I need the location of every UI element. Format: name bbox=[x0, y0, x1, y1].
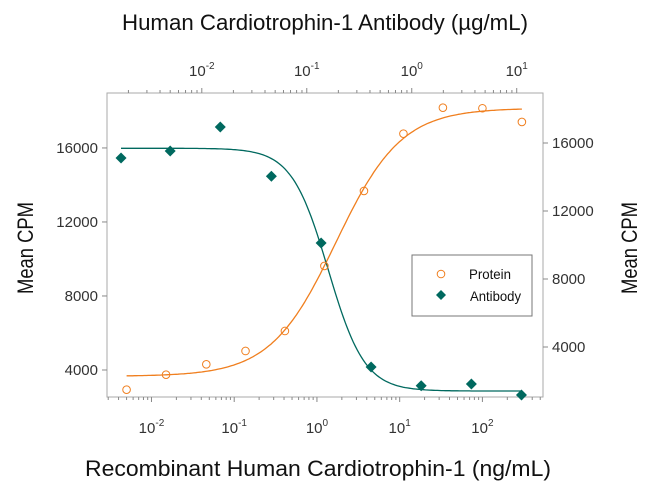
x-top-tick-label: 100 bbox=[401, 61, 424, 80]
legend-label-protein: Protein bbox=[469, 266, 511, 282]
x-bottom-tick-label: 10-2 bbox=[139, 418, 165, 437]
protein-data-point bbox=[478, 103, 487, 113]
antibody-data-point bbox=[214, 121, 226, 133]
y-left-tick-label: 16000 bbox=[56, 140, 98, 157]
protein-data-point bbox=[122, 385, 131, 394]
y-right-tick-label: 8000 bbox=[552, 271, 585, 288]
antibody-data-point bbox=[415, 380, 427, 392]
y-axis-right-title: Mean CPM bbox=[617, 202, 642, 294]
x-top-tick-label: 10-2 bbox=[189, 61, 215, 80]
x-top-tick-label: 10-1 bbox=[294, 61, 320, 80]
y-right-tick-label: 12000 bbox=[552, 203, 594, 220]
protein-data-point bbox=[438, 103, 448, 112]
y-left-tick-label: 12000 bbox=[56, 214, 98, 231]
legend-marker-antibody bbox=[436, 290, 446, 300]
y-left-tick-label: 4000 bbox=[65, 362, 98, 379]
y-left-tick-label: 8000 bbox=[65, 288, 98, 305]
x-bottom-tick-label: 102 bbox=[471, 418, 494, 437]
antibody-data-point bbox=[164, 145, 176, 157]
x-axis-title: Recombinant Human Cardiotrophin-1 (ng/mL… bbox=[85, 456, 551, 481]
antibody-data-point bbox=[115, 152, 127, 164]
protein-fit-curve bbox=[126, 108, 522, 377]
x-bottom-tick-label: 101 bbox=[389, 418, 412, 437]
top-axis-title: Human Cardiotrophin-1 Antibody (µg/mL) bbox=[122, 10, 528, 35]
x-top-tick-label: 101 bbox=[506, 61, 529, 80]
legend-box bbox=[411, 254, 533, 317]
antibody-data-point bbox=[515, 389, 527, 401]
y-right-tick-label: 16000 bbox=[552, 135, 594, 152]
protein-data-point bbox=[359, 186, 369, 196]
protein-data-point bbox=[399, 129, 408, 138]
antibody-data-point bbox=[465, 378, 477, 390]
protein-data-point bbox=[320, 261, 329, 271]
y-right-tick-label: 4000 bbox=[552, 339, 585, 356]
antibody-data-point bbox=[315, 237, 327, 249]
x-bottom-tick-label: 100 bbox=[306, 418, 329, 437]
protein-data-point bbox=[202, 359, 211, 369]
legend-label-antibody: Antibody bbox=[470, 288, 521, 304]
legend-marker-protein bbox=[436, 269, 446, 279]
y-axis-left-title: Mean CPM bbox=[13, 202, 38, 294]
antibody-data-point bbox=[265, 170, 277, 182]
protein-data-point bbox=[517, 117, 527, 127]
plot-frame bbox=[106, 92, 544, 398]
legend: Protein Antibody bbox=[411, 254, 533, 317]
x-bottom-tick-label: 10-1 bbox=[221, 418, 247, 437]
antibody-data-point bbox=[365, 361, 377, 373]
protein-data-point bbox=[241, 346, 250, 356]
protein-data-point bbox=[280, 326, 290, 336]
protein-data-point bbox=[161, 370, 171, 379]
